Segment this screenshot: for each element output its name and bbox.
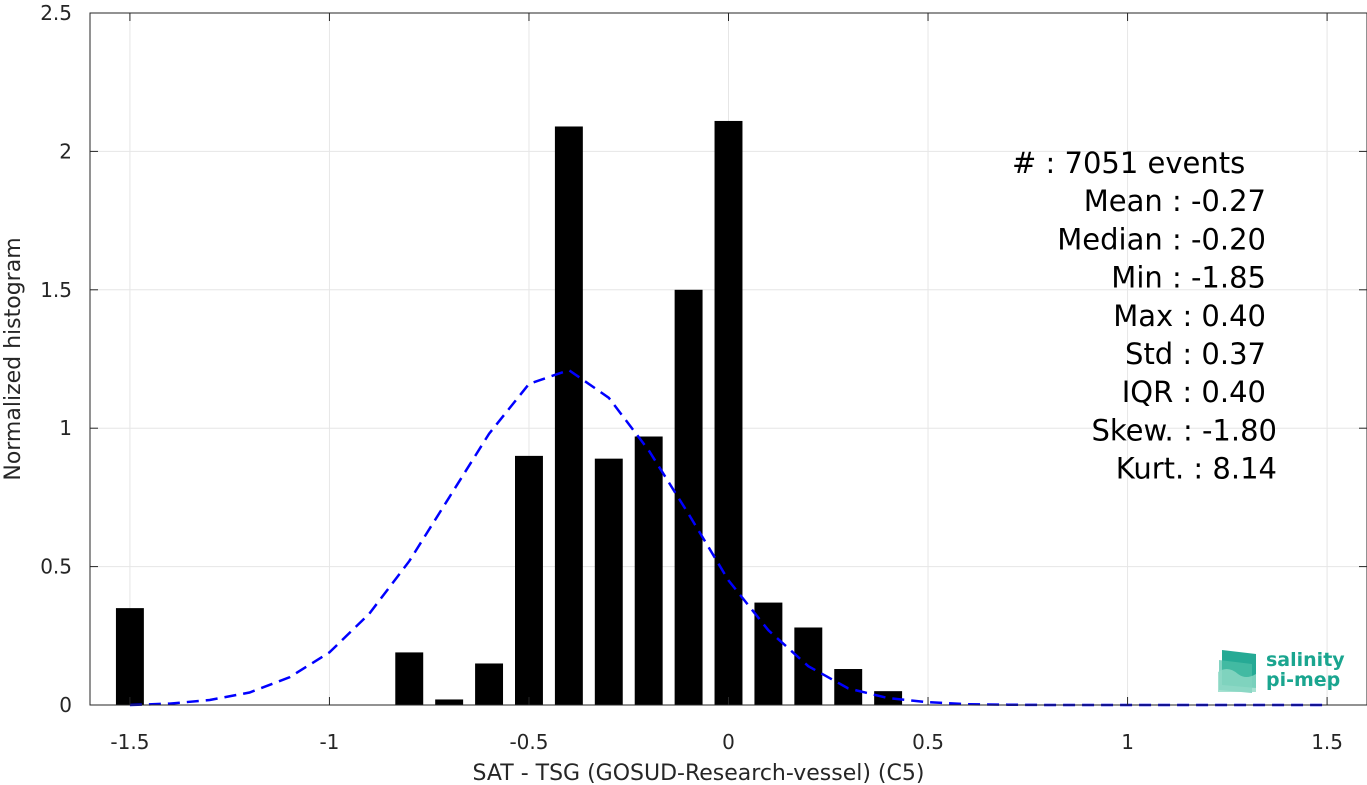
stat-line-1: Mean : -0.27 bbox=[1084, 184, 1266, 218]
axis-ticks: -1.5 -1 -0.5 0 0.5 1 1.5 0 0.5 1 1.5 2 2.5 bbox=[40, 1, 1367, 754]
stat-line-7: Skew. : -1.80 bbox=[1091, 413, 1277, 447]
histogram-bar-2 bbox=[435, 699, 464, 705]
stat-line-0: # : 7051 events bbox=[1012, 146, 1245, 180]
histogram-bars bbox=[115, 120, 903, 706]
statistics-annotation: # : 7051 events Mean : -0.27 Median : -0.2… bbox=[1012, 146, 1277, 486]
x-tick-label-4: 0.5 bbox=[912, 730, 944, 754]
histogram-bar-0 bbox=[115, 608, 144, 705]
x-tick-label-6: 1.5 bbox=[1311, 730, 1343, 754]
stat-line-3: Min : -1.85 bbox=[1111, 261, 1266, 295]
x-tick-label-2: -0.5 bbox=[509, 730, 548, 754]
histogram-bar-5 bbox=[554, 126, 583, 706]
y-tick-label-2: 1 bbox=[59, 416, 72, 440]
y-tick-label-5: 2.5 bbox=[40, 1, 72, 25]
logo-text-line1: salinity bbox=[1266, 649, 1345, 671]
histogram-bar-8 bbox=[674, 289, 703, 705]
y-axis-label: Normalized histogram bbox=[1, 237, 26, 480]
x-tick-label-1: -1 bbox=[319, 730, 339, 754]
histogram-bar-9 bbox=[714, 120, 743, 705]
histogram-bar-10 bbox=[754, 602, 783, 705]
y-tick-label-1: 0.5 bbox=[40, 555, 72, 579]
logo-wave-icon bbox=[1218, 650, 1256, 693]
x-tick-label-0: -1.5 bbox=[110, 730, 149, 754]
x-tick-label-3: 0 bbox=[722, 730, 735, 754]
y-tick-label-3: 1.5 bbox=[40, 278, 72, 302]
histogram-bar-3 bbox=[475, 663, 504, 705]
salinity-pi-mep-logo: salinity pi-mep bbox=[1218, 649, 1345, 693]
y-tick-label-4: 2 bbox=[59, 139, 72, 163]
histogram-bar-1 bbox=[395, 652, 424, 705]
y-tick-label-0: 0 bbox=[59, 693, 72, 717]
stat-line-6: IQR : 0.40 bbox=[1122, 375, 1266, 409]
x-axis-label: SAT - TSG (GOSUD-Research-vessel) (C5) bbox=[473, 761, 925, 785]
histogram-bar-7 bbox=[634, 436, 663, 705]
stat-line-5: Std : 0.37 bbox=[1125, 337, 1266, 371]
stat-line-8: Kurt. : 8.14 bbox=[1116, 452, 1277, 486]
histogram-bar-6 bbox=[594, 458, 623, 705]
logo-text-line2: pi-mep bbox=[1266, 669, 1340, 691]
x-tick-label-5: 1 bbox=[1121, 730, 1134, 754]
stat-line-2: Median : -0.20 bbox=[1057, 222, 1266, 256]
histogram-bar-13 bbox=[874, 691, 903, 705]
histogram-bar-4 bbox=[515, 455, 543, 705]
stat-line-4: Max : 0.40 bbox=[1113, 299, 1266, 333]
